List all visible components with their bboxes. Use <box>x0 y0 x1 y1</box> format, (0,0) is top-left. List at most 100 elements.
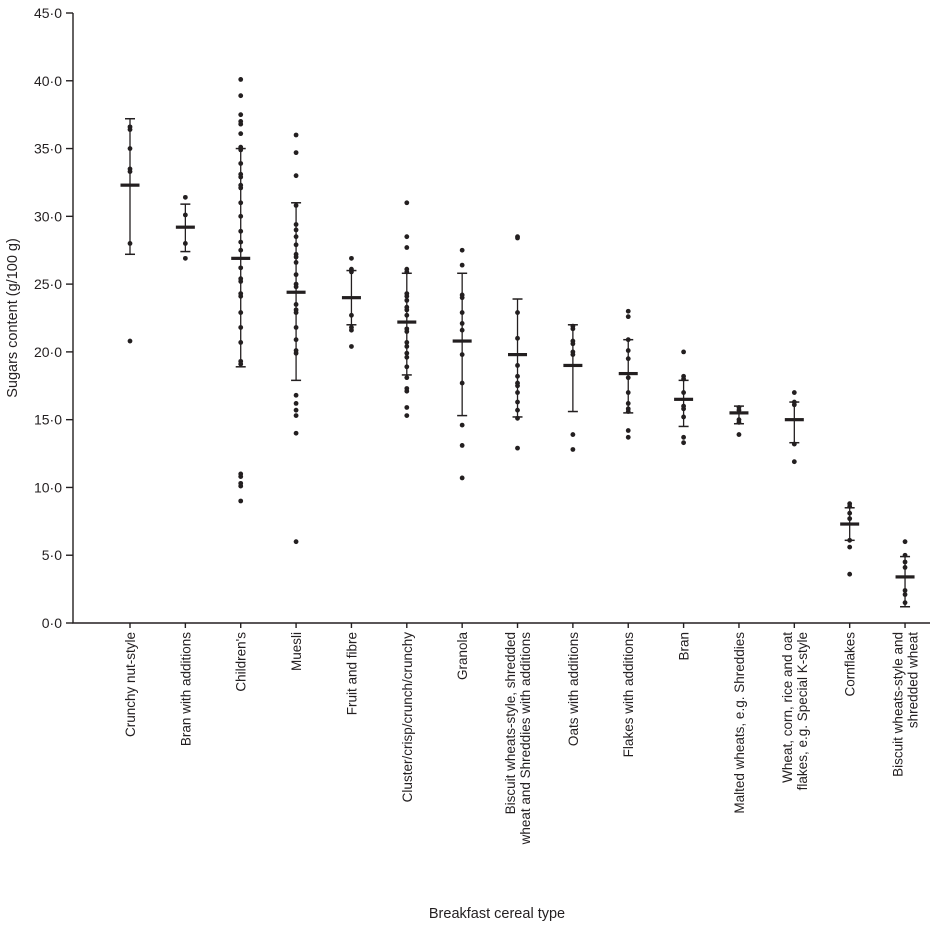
data-point <box>238 247 244 253</box>
category-label: flakes, e.g. Special K-style <box>795 632 810 790</box>
data-point <box>681 414 686 420</box>
category-label: Wheat, corn, rice and oat <box>780 632 795 783</box>
data-point <box>459 295 465 301</box>
category-label: Fruit and fibre <box>344 632 359 715</box>
y-tick-label: 0·0 <box>42 615 62 631</box>
data-point <box>293 325 299 330</box>
data-point <box>404 340 410 345</box>
data-point <box>459 247 465 253</box>
data-point <box>459 443 465 448</box>
data-point <box>459 327 465 333</box>
category-label: Biscuit wheats-style, shredded <box>503 632 518 814</box>
data-point <box>681 406 686 412</box>
data-point <box>404 293 410 299</box>
data-layer <box>120 77 915 608</box>
data-point <box>238 161 244 166</box>
category-label: Cornflakes <box>843 632 858 697</box>
category-label: shredded wheat <box>906 632 921 728</box>
category-group <box>508 234 528 451</box>
data-point <box>127 338 133 344</box>
y-tick-label: 45·0 <box>34 5 62 21</box>
data-point <box>238 239 244 245</box>
data-point <box>847 504 853 509</box>
data-point <box>902 539 908 545</box>
category-group <box>452 247 472 481</box>
data-point <box>404 354 410 360</box>
data-point <box>238 310 244 315</box>
category-group <box>784 390 804 465</box>
category-label: Malted wheats, e.g. Shreddies <box>732 632 747 814</box>
data-point <box>293 150 299 156</box>
data-point <box>681 349 686 355</box>
data-point <box>625 428 631 433</box>
category-group <box>729 405 749 437</box>
data-point <box>293 401 299 406</box>
mean-bar <box>895 575 915 579</box>
data-point <box>791 441 797 447</box>
data-point <box>238 483 244 489</box>
data-point <box>515 383 520 389</box>
mean-bar <box>286 290 306 294</box>
mean-bar <box>452 339 472 343</box>
data-point <box>902 565 908 570</box>
data-point <box>238 185 244 191</box>
data-point <box>293 539 299 545</box>
data-point <box>570 326 576 332</box>
y-tick-label: 25·0 <box>34 276 62 292</box>
category-group <box>618 308 638 440</box>
mean-bar <box>840 522 860 526</box>
data-point <box>182 194 188 200</box>
mean-bar <box>784 418 804 422</box>
category-label: Granola <box>455 632 470 681</box>
data-point <box>238 213 244 219</box>
mean-bar <box>508 353 528 357</box>
data-point <box>404 312 410 318</box>
data-point <box>293 260 299 265</box>
mean-bar <box>175 225 195 229</box>
data-point <box>404 269 410 275</box>
category-group <box>231 77 251 504</box>
data-point <box>902 592 908 597</box>
data-point <box>238 474 244 479</box>
data-point <box>515 445 520 451</box>
mean-bar <box>341 296 361 300</box>
data-point <box>404 234 410 240</box>
category-group <box>397 200 417 418</box>
data-point <box>736 432 742 437</box>
data-point <box>238 279 244 284</box>
data-point <box>625 434 631 440</box>
y-axis-title: Sugars content (g/100 g) <box>5 238 21 398</box>
data-point <box>404 297 410 303</box>
data-point <box>625 390 631 395</box>
data-point <box>681 376 686 382</box>
data-point <box>681 390 686 395</box>
data-point <box>293 173 299 179</box>
y-tick-label: 30·0 <box>34 208 62 224</box>
data-point <box>349 312 354 318</box>
data-point <box>625 375 631 381</box>
data-point <box>404 344 410 349</box>
data-point <box>847 544 853 550</box>
data-point <box>293 132 299 138</box>
data-point <box>847 516 853 522</box>
data-point <box>791 459 797 465</box>
category-label: Biscuit wheats-style and <box>891 632 906 777</box>
data-point <box>404 364 410 370</box>
data-point <box>847 537 853 543</box>
mean-bar <box>674 397 694 401</box>
data-point <box>736 419 742 425</box>
data-point <box>293 242 299 248</box>
y-tick-label: 40·0 <box>34 73 62 89</box>
data-point <box>349 269 354 275</box>
data-point <box>293 254 299 260</box>
data-point <box>459 352 465 357</box>
data-point <box>902 588 908 593</box>
y-tick-label: 10·0 <box>34 479 62 495</box>
data-point <box>293 227 299 233</box>
category-group <box>286 132 306 545</box>
data-point <box>238 340 244 345</box>
data-point <box>404 388 410 394</box>
data-point <box>238 93 244 99</box>
data-point <box>238 200 244 206</box>
data-point <box>238 121 244 127</box>
